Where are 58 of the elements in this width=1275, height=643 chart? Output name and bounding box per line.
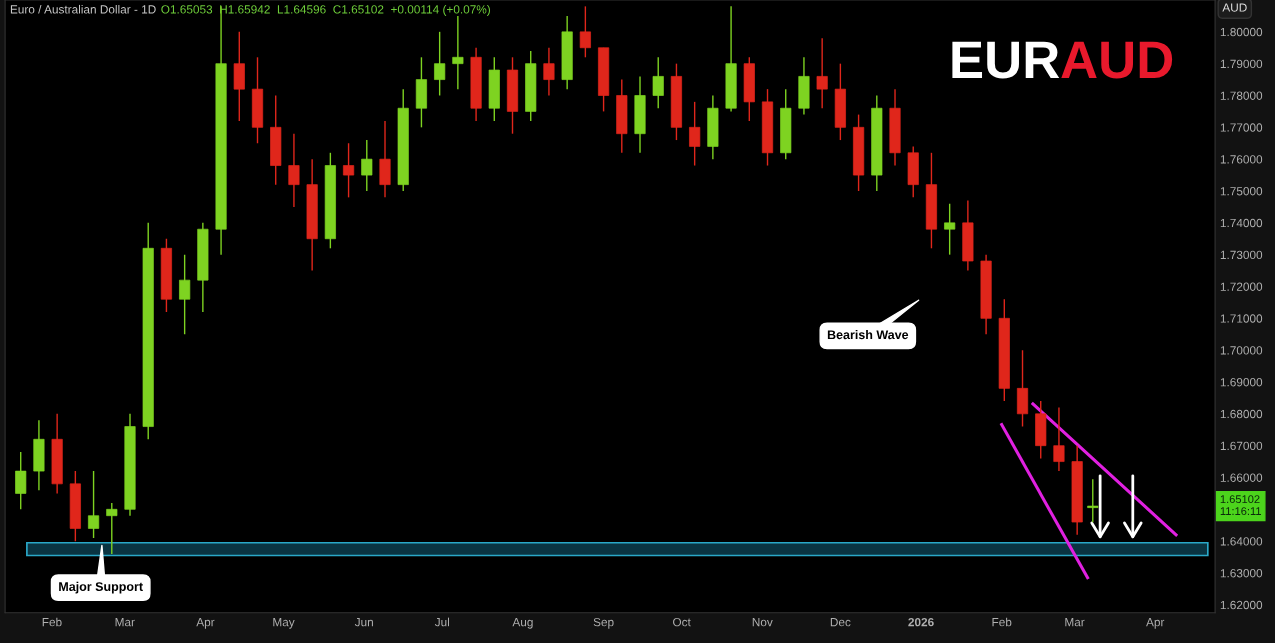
x-tick-label: Feb xyxy=(42,617,62,627)
candlestick xyxy=(15,451,27,511)
candlestick xyxy=(816,37,828,109)
y-tick-label: 1.73000 xyxy=(1220,250,1263,260)
x-tick-label: Jun xyxy=(354,618,373,627)
y-axis-title: AUD xyxy=(1222,3,1247,12)
x-tick-label: Sep xyxy=(593,617,614,629)
annotation: Bearish Wave xyxy=(827,329,909,340)
x-tick-label: Mar xyxy=(1065,618,1085,627)
x-tick-label: Jul xyxy=(434,617,450,627)
x-tick-label: Aug xyxy=(512,618,533,629)
candlestick xyxy=(288,133,300,208)
candlestick xyxy=(88,470,100,539)
candlestick xyxy=(361,139,373,192)
candlestick xyxy=(106,502,118,555)
y-tick-label: 1.63000 xyxy=(1220,569,1263,578)
y-tick-label: 1.78000 xyxy=(1220,91,1263,100)
x-tick-label: May xyxy=(273,618,295,629)
y-tick-label: 1.64000 xyxy=(1220,537,1263,546)
x-tick-label: Mar xyxy=(115,618,135,627)
text: 1.65102 xyxy=(1220,495,1260,504)
y-tick-label: 1.69000 xyxy=(1220,378,1263,387)
chart-title: Euro / Australian Dollar - 1D xyxy=(10,4,156,14)
y-tick-label: 1.79000 xyxy=(1220,59,1263,69)
x-tick-label: Apr xyxy=(1146,618,1165,629)
candlestick xyxy=(1053,406,1065,472)
text: 11:16:11 xyxy=(1220,507,1261,516)
y-tick-label: 1.70000 xyxy=(1220,346,1263,355)
candlestick xyxy=(944,203,956,256)
y-tick-label: 1.80000 xyxy=(1220,27,1263,37)
candlestick xyxy=(543,47,555,97)
x-tick-label: Feb xyxy=(992,617,1012,627)
candlestick xyxy=(652,56,664,109)
y-tick-label: 1.76000 xyxy=(1220,155,1263,164)
x-tick-label: Nov xyxy=(752,618,773,627)
x-tick-label: Oct xyxy=(673,617,691,627)
annotation: AUD xyxy=(1061,41,1173,79)
y-tick-label: 1.75000 xyxy=(1220,187,1263,196)
x-tick-label: Dec xyxy=(830,618,851,627)
candlestick xyxy=(689,101,701,167)
x-tick-label: 2026 xyxy=(908,617,934,627)
candlestick xyxy=(179,253,191,335)
x-tick-label: Apr xyxy=(196,618,215,629)
candlestick xyxy=(343,142,355,199)
y-tick-label: 1.67000 xyxy=(1220,441,1263,451)
candlestick xyxy=(452,15,464,90)
y-tick-label: 1.68000 xyxy=(1220,409,1263,419)
y-tick-label: 1.74000 xyxy=(1220,218,1263,228)
y-tick-label: 1.62000 xyxy=(1220,600,1263,610)
candlestick xyxy=(1087,478,1099,523)
annotation: EUR xyxy=(952,41,1060,79)
candlestick xyxy=(434,31,446,97)
y-tick-label: 1.77000 xyxy=(1220,123,1263,132)
y-tick-label: 1.66000 xyxy=(1220,473,1263,482)
y-tick-label: 1.71000 xyxy=(1220,314,1263,323)
y-tick-label: 1.72000 xyxy=(1220,282,1263,291)
candlestick xyxy=(579,5,591,58)
annotation: Major Support xyxy=(59,581,143,594)
